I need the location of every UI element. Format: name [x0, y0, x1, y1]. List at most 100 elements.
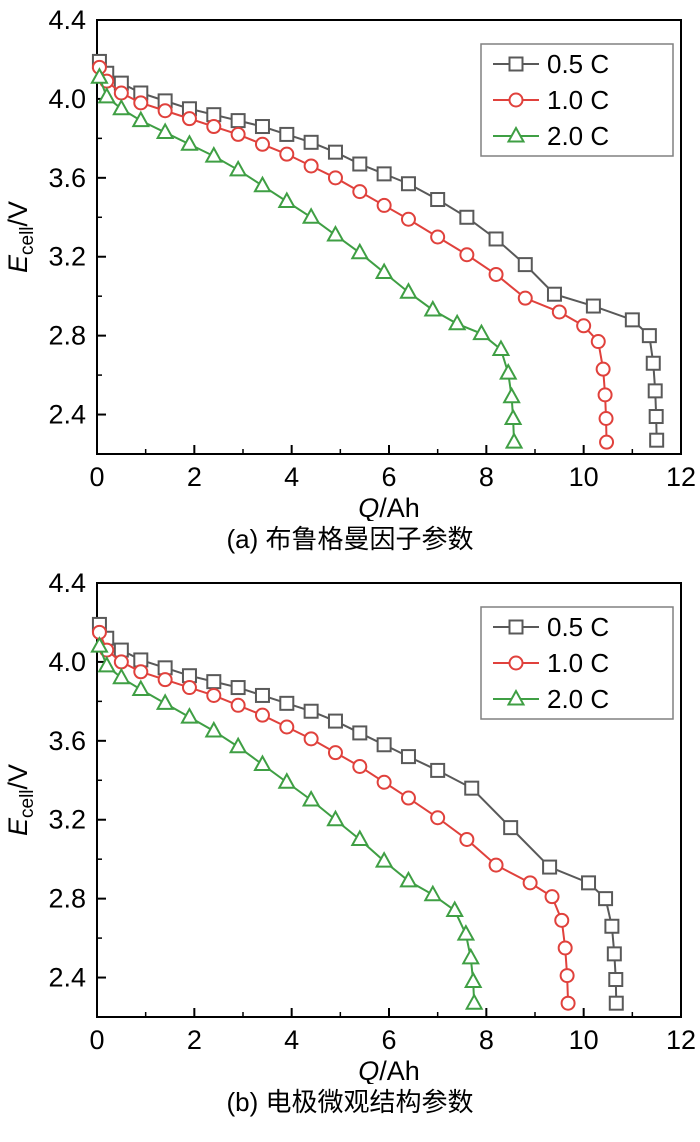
square-marker — [430, 192, 446, 208]
legend-entry-1-0-c: 1.0 C — [493, 648, 609, 678]
svg-text:2: 2 — [187, 1025, 202, 1055]
circle-marker — [303, 158, 319, 174]
triangle-marker — [506, 125, 526, 143]
triangle-marker — [399, 870, 418, 888]
circle-marker — [488, 857, 504, 873]
legend-label: 0.5 C — [547, 612, 609, 642]
triangle-marker — [277, 191, 296, 208]
square-marker — [517, 257, 533, 273]
square-marker — [647, 383, 663, 399]
circle-marker — [459, 831, 475, 847]
svg-text:8: 8 — [479, 462, 494, 492]
triangle-marker — [463, 971, 483, 988]
x-axis-label: Q/Ah — [358, 1056, 420, 1084]
square-marker — [542, 859, 558, 875]
triangle-marker — [350, 242, 369, 260]
triangle-marker — [503, 408, 523, 425]
svg-text:6: 6 — [381, 462, 396, 492]
square-marker — [546, 286, 562, 302]
circle-marker — [157, 672, 173, 688]
svg-text:4.4: 4.4 — [48, 6, 86, 35]
square-marker — [604, 918, 620, 934]
legend-label: 1.0 C — [547, 85, 609, 115]
caption-b: (b) 电极微观结构参数 — [226, 1087, 474, 1117]
svg-text:12: 12 — [666, 462, 696, 492]
triangle-marker — [447, 313, 467, 331]
circle-marker — [113, 85, 129, 101]
svg-text:0: 0 — [89, 462, 104, 492]
square-marker — [624, 312, 640, 328]
square-marker — [585, 298, 601, 314]
circle-marker — [303, 731, 319, 747]
triangle-marker — [326, 809, 345, 827]
triangle-marker — [464, 993, 484, 1010]
legend: 0.5 C 1.0 C 2.0 C — [480, 606, 674, 720]
square-marker — [303, 134, 319, 150]
circle-marker — [230, 126, 246, 142]
square-marker — [608, 972, 624, 988]
chart-b-canvas: 0 2 4 6 8 10 12 2.4 2.8 3.2 3.6 4.0 4.4 Q/Ah Ecell/V 0.… — [3, 569, 696, 1084]
square-marker — [303, 703, 319, 719]
tick-labels: 0 2 4 6 8 10 12 2.4 2.8 3.2 3.6 4.0 4.4 — [48, 6, 696, 492]
circle-marker — [133, 664, 149, 680]
square-marker — [508, 619, 524, 635]
svg-text:4: 4 — [284, 462, 299, 492]
svg-text:0: 0 — [89, 1025, 104, 1055]
triangle-marker — [374, 851, 394, 868]
circle-marker — [554, 912, 570, 928]
triangle-marker — [253, 175, 272, 193]
circle-marker — [522, 875, 538, 891]
triangle-marker — [399, 282, 418, 299]
circle-marker — [551, 304, 567, 320]
legend-label: 2.0 C — [547, 684, 609, 714]
triangle-marker — [350, 829, 369, 846]
square-marker — [488, 231, 504, 247]
svg-text:2.4: 2.4 — [48, 963, 86, 993]
circle-marker — [352, 758, 368, 774]
triangle-marker — [155, 693, 175, 710]
svg-text:2.8: 2.8 — [48, 884, 86, 914]
square-marker — [606, 946, 622, 962]
triangle-marker — [301, 789, 321, 807]
square-marker — [206, 674, 222, 690]
series-0-5-c — [91, 616, 624, 1011]
square-marker — [230, 113, 246, 129]
y-axis-label: Ecell/V — [3, 201, 38, 273]
triangle-marker — [456, 924, 476, 941]
triangle-marker — [423, 884, 442, 902]
major-ticks — [96, 582, 682, 1017]
circle-marker — [181, 680, 197, 696]
square-marker — [430, 762, 446, 778]
svg-text:4.4: 4.4 — [48, 569, 86, 598]
triangle-marker — [228, 159, 248, 177]
svg-text:3.2: 3.2 — [48, 805, 86, 835]
square-marker — [279, 695, 295, 711]
triangle-marker — [461, 947, 480, 965]
square-marker — [400, 749, 416, 765]
circle-marker — [517, 290, 533, 306]
legend-label: 2.0 C — [547, 121, 609, 151]
square-marker — [581, 875, 597, 891]
svg-text:10: 10 — [569, 1025, 599, 1055]
svg-text:2.8: 2.8 — [48, 321, 86, 351]
triangle-marker — [445, 900, 464, 917]
circle-marker — [595, 361, 611, 377]
triangle-marker — [504, 432, 524, 449]
triangle-marker — [204, 720, 223, 738]
circle-marker — [597, 387, 613, 403]
triangle-marker — [499, 363, 518, 380]
square-marker — [464, 780, 480, 796]
triangle-marker — [97, 655, 116, 673]
series-2-0-c — [90, 67, 524, 449]
triangle-marker — [423, 299, 442, 317]
circle-marker — [400, 790, 416, 806]
circle-marker — [559, 968, 575, 984]
circle-marker — [279, 146, 295, 162]
legend-label: 0.5 C — [547, 49, 609, 79]
triangle-marker — [180, 134, 199, 151]
svg-text:3.6: 3.6 — [48, 163, 86, 193]
circle-marker — [400, 211, 416, 227]
svg-text:4.0: 4.0 — [48, 84, 86, 114]
triangle-marker — [277, 772, 296, 789]
circle-marker — [557, 940, 573, 956]
